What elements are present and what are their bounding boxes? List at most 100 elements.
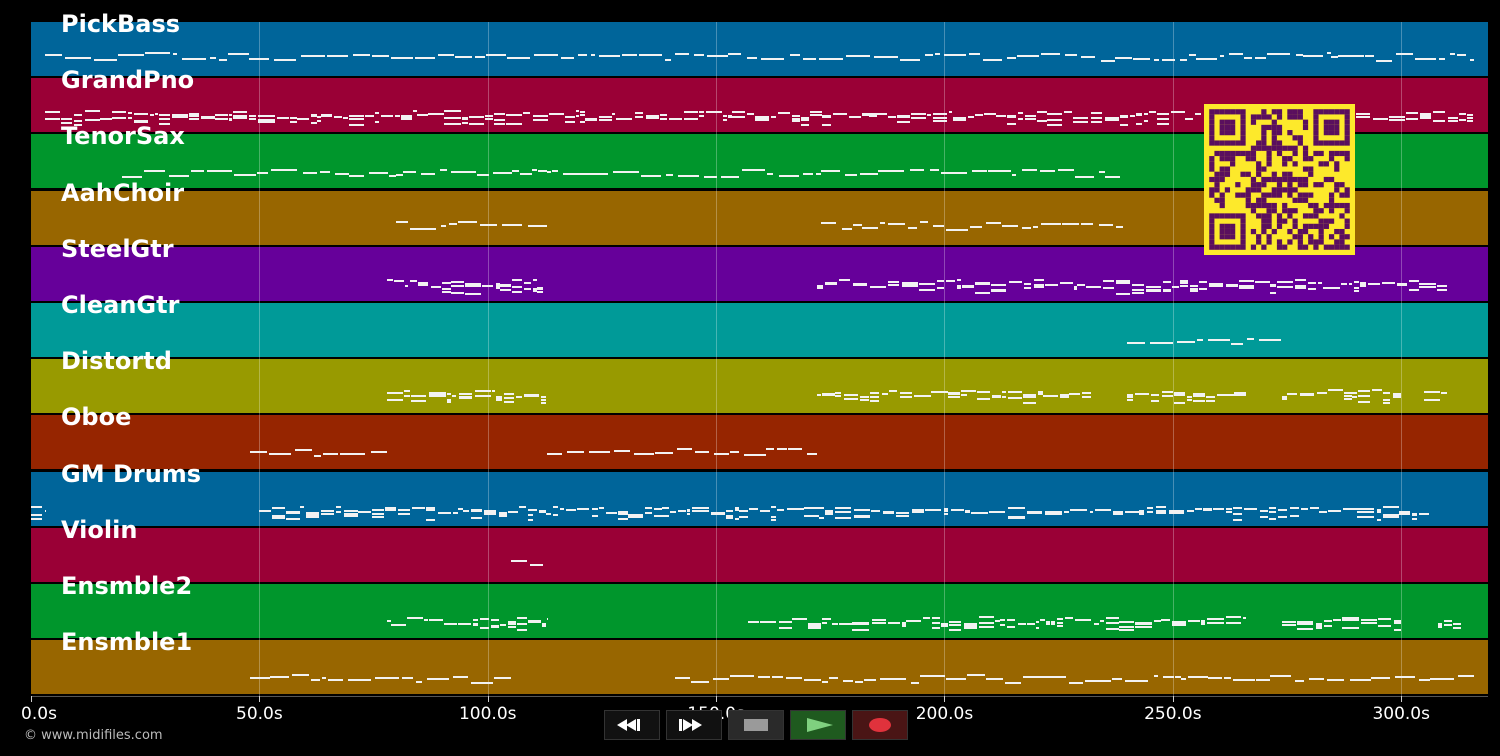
track-row[interactable] [31, 22, 1488, 76]
play-button[interactable] [790, 710, 846, 740]
midi-note [1396, 284, 1408, 287]
axis-tick-mark [1172, 696, 1174, 702]
midi-note [919, 674, 945, 677]
midi-note [1193, 393, 1206, 396]
midi-note [1103, 287, 1115, 290]
midi-note [660, 118, 668, 121]
midi-note [336, 510, 342, 513]
midi-note [854, 680, 864, 683]
midi-note [1025, 115, 1036, 118]
midi-note [641, 175, 662, 178]
midi-note [1187, 619, 1201, 622]
midi-note [1411, 513, 1418, 516]
midi-note [1119, 116, 1128, 119]
midi-note [1208, 339, 1231, 342]
midi-note [1150, 399, 1159, 402]
midi-note [986, 221, 1001, 224]
midi-note [870, 400, 880, 403]
midi-note [1156, 123, 1170, 126]
axis-tick-mark [944, 696, 946, 702]
midi-note [1046, 621, 1050, 624]
midi-note [533, 279, 537, 282]
midi-note [1317, 392, 1328, 395]
midi-note [949, 624, 962, 627]
midi-note [61, 118, 72, 121]
midi-note [974, 283, 991, 286]
midi-note [822, 393, 835, 396]
midi-note [524, 282, 531, 285]
midi-note [493, 113, 505, 116]
track-row[interactable] [31, 246, 1488, 301]
midi-note [1449, 52, 1455, 55]
midi-note [1447, 117, 1459, 120]
midi-note [1406, 111, 1419, 114]
track-row[interactable] [31, 359, 1488, 414]
midi-note [149, 113, 155, 116]
midi-note [1000, 624, 1006, 627]
fast-forward-button[interactable] [666, 710, 722, 740]
midi-note [1377, 625, 1392, 628]
midi-note [84, 118, 100, 121]
midi-note [65, 57, 91, 60]
track-row[interactable] [31, 527, 1488, 582]
rewind-button[interactable] [604, 710, 660, 740]
midi-note [1105, 176, 1120, 179]
midi-note [1068, 681, 1083, 684]
midi-note [654, 508, 662, 511]
midi-note [984, 113, 997, 116]
midi-note [1153, 620, 1161, 623]
midi-note [533, 508, 538, 511]
midi-note [806, 452, 817, 455]
stop-button[interactable] [728, 710, 784, 740]
midi-note [1136, 122, 1142, 125]
midi-note [384, 506, 397, 509]
track-row[interactable] [31, 303, 1488, 357]
midi-note [1100, 620, 1105, 623]
midi-note [493, 677, 511, 680]
midi-note [714, 452, 730, 455]
axis-tick-mark [716, 696, 718, 702]
midi-note [259, 510, 272, 513]
midi-note [1090, 117, 1103, 120]
record-button[interactable] [852, 710, 908, 740]
midi-note [533, 287, 537, 290]
midi-note [674, 53, 689, 56]
midi-note [1341, 619, 1359, 622]
midi-note [464, 284, 481, 287]
midi-note [919, 282, 936, 285]
midi-note [911, 508, 925, 511]
midi-note [484, 117, 493, 120]
midi-note [1376, 510, 1382, 513]
midi-note [1418, 513, 1429, 516]
midi-note [1007, 122, 1017, 125]
track-row[interactable] [31, 584, 1488, 638]
midi-note [1396, 53, 1414, 56]
midi-note [248, 115, 257, 118]
midi-note [996, 114, 1006, 117]
midi-note [935, 53, 941, 56]
midi-note [191, 170, 205, 173]
midi-note [879, 222, 886, 225]
midi-note [1127, 395, 1133, 398]
midi-note [1359, 283, 1367, 286]
midi-note [441, 225, 446, 228]
midi-note [1181, 677, 1186, 680]
midi-note [1077, 283, 1085, 286]
midi-note [1127, 342, 1146, 345]
midi-note [816, 285, 823, 288]
track-row[interactable] [31, 640, 1488, 695]
midi-note [74, 123, 82, 126]
midi-note [911, 116, 927, 119]
midi-note [272, 514, 285, 517]
midi-note [925, 509, 941, 512]
midi-note [1058, 169, 1075, 172]
midi-note [1195, 58, 1217, 61]
midi-note [532, 119, 549, 122]
track-row[interactable] [31, 471, 1488, 526]
midi-note [1051, 621, 1055, 624]
midi-note [117, 53, 144, 56]
midi-note [931, 616, 940, 619]
midi-note [492, 171, 512, 174]
midi-note [451, 394, 457, 397]
track-row[interactable] [31, 415, 1488, 470]
